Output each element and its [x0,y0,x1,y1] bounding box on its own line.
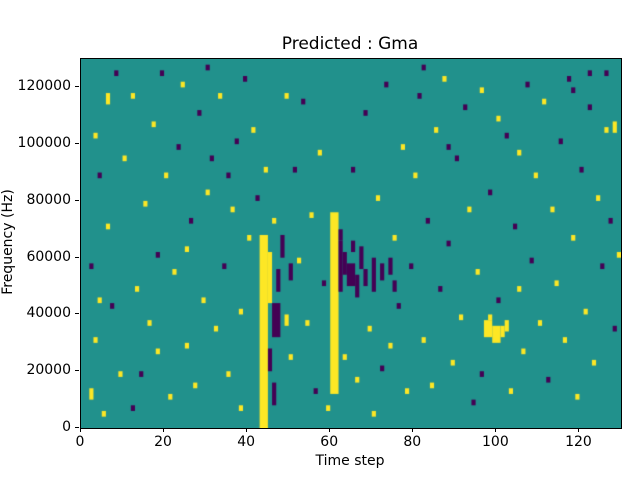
x-tick-mark [246,428,248,432]
y-tick-label: 40000 [26,305,71,322]
plot-area [80,58,622,429]
chart-title: Predicted : Gma [281,34,419,54]
y-tick-label: 80000 [26,191,71,208]
y-tick-mark [75,427,79,428]
x-tick-label: 40 [237,434,256,450]
x-tick-label: 60 [320,434,339,450]
x-tick-mark [495,428,497,432]
y-tick-label: 0 [62,419,71,435]
x-tick-mark [80,428,81,432]
y-tick-label: 120000 [17,78,71,95]
y-tick-label: 20000 [26,362,71,379]
y-tick-mark [75,86,79,88]
x-tick-label: 100 [482,434,509,450]
x-tick-mark [163,428,165,432]
x-tick-mark [412,428,414,432]
y-tick-mark [75,313,79,315]
x-tick-mark [329,428,331,432]
y-tick-label: 100000 [17,135,71,152]
x-tick-mark [578,428,580,432]
x-axis-label: Time step [315,453,385,469]
heatmap-canvas [81,59,621,428]
x-tick-label: 0 [75,434,85,450]
y-tick-mark [75,370,79,372]
x-tick-label: 20 [154,434,172,450]
x-tick-label: 80 [403,434,422,450]
y-tick-mark [75,199,79,201]
y-tick-mark [75,256,79,258]
y-tick-mark [75,143,79,145]
y-tick-label: 60000 [26,248,71,265]
x-tick-label: 120 [565,434,592,450]
